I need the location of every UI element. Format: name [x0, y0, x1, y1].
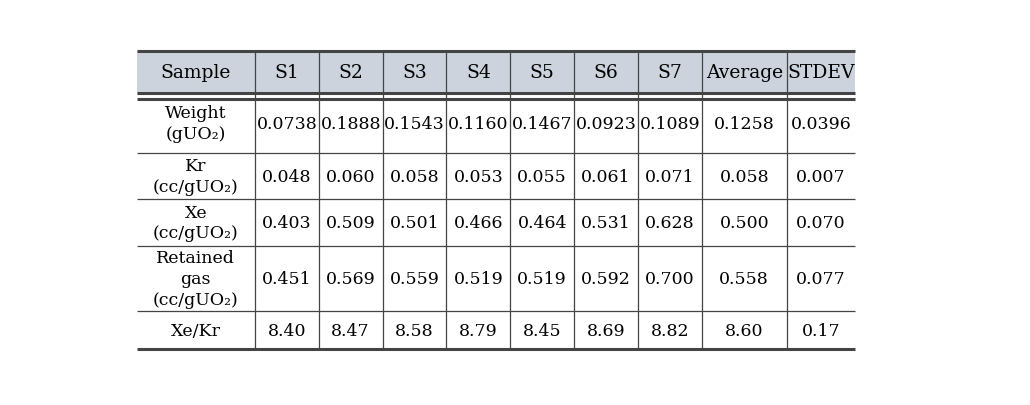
Text: 0.0738: 0.0738: [256, 115, 317, 132]
Text: 0.558: 0.558: [719, 270, 769, 287]
Text: 0.055: 0.055: [517, 168, 568, 185]
Text: 0.053: 0.053: [453, 168, 504, 185]
Text: 0.1258: 0.1258: [714, 115, 775, 132]
Text: 0.061: 0.061: [581, 168, 630, 185]
Text: 0.519: 0.519: [517, 270, 568, 287]
Text: 8.60: 8.60: [725, 322, 763, 339]
Text: 0.060: 0.060: [325, 168, 375, 185]
Text: 8.45: 8.45: [523, 322, 561, 339]
Text: 0.1467: 0.1467: [512, 115, 573, 132]
Text: 8.40: 8.40: [268, 322, 306, 339]
Text: S5: S5: [529, 64, 555, 82]
Text: Retained
gas
(cc/gUO₂): Retained gas (cc/gUO₂): [152, 249, 239, 308]
Text: 0.569: 0.569: [325, 270, 376, 287]
Text: 0.071: 0.071: [645, 168, 695, 185]
Text: 0.077: 0.077: [796, 270, 846, 287]
Text: 0.0923: 0.0923: [576, 115, 637, 132]
Text: S4: S4: [466, 64, 491, 82]
Text: 0.466: 0.466: [453, 214, 503, 231]
Text: 0.17: 0.17: [801, 322, 840, 339]
Text: 8.47: 8.47: [332, 322, 370, 339]
Text: Sample: Sample: [161, 64, 231, 82]
Text: 8.82: 8.82: [651, 322, 689, 339]
Text: 0.451: 0.451: [262, 270, 312, 287]
Text: Average: Average: [706, 64, 783, 82]
Text: 0.509: 0.509: [325, 214, 376, 231]
Text: S6: S6: [593, 64, 618, 82]
Text: 8.58: 8.58: [396, 322, 434, 339]
Text: Kr
(cc/gUO₂): Kr (cc/gUO₂): [152, 158, 239, 196]
Text: S7: S7: [657, 64, 683, 82]
Text: 0.464: 0.464: [517, 214, 566, 231]
Text: 0.403: 0.403: [262, 214, 312, 231]
Text: 0.058: 0.058: [389, 168, 440, 185]
Text: 0.070: 0.070: [796, 214, 846, 231]
Text: 0.592: 0.592: [581, 270, 631, 287]
Text: 8.69: 8.69: [587, 322, 625, 339]
Text: 0.058: 0.058: [719, 168, 769, 185]
Text: S2: S2: [338, 64, 364, 82]
Text: 0.1888: 0.1888: [320, 115, 381, 132]
Text: S3: S3: [402, 64, 426, 82]
Text: 0.501: 0.501: [389, 214, 440, 231]
Text: 0.1543: 0.1543: [384, 115, 445, 132]
Text: 0.628: 0.628: [645, 214, 695, 231]
Text: Xe
(cc/gUO₂): Xe (cc/gUO₂): [152, 204, 239, 242]
Text: 0.1160: 0.1160: [448, 115, 509, 132]
Text: STDEV: STDEV: [787, 64, 855, 82]
Text: 0.700: 0.700: [645, 270, 695, 287]
Text: 0.048: 0.048: [262, 168, 311, 185]
Text: 0.1089: 0.1089: [640, 115, 700, 132]
Text: S1: S1: [274, 64, 299, 82]
Text: 0.007: 0.007: [796, 168, 846, 185]
Text: 0.0396: 0.0396: [790, 115, 851, 132]
Bar: [137, 52, 855, 94]
Text: 0.500: 0.500: [719, 214, 769, 231]
Text: Weight
(gUO₂): Weight (gUO₂): [165, 105, 227, 143]
Text: Xe/Kr: Xe/Kr: [171, 322, 220, 339]
Text: 8.79: 8.79: [459, 322, 497, 339]
Text: 0.519: 0.519: [453, 270, 504, 287]
Text: 0.531: 0.531: [581, 214, 631, 231]
Text: 0.559: 0.559: [389, 270, 440, 287]
